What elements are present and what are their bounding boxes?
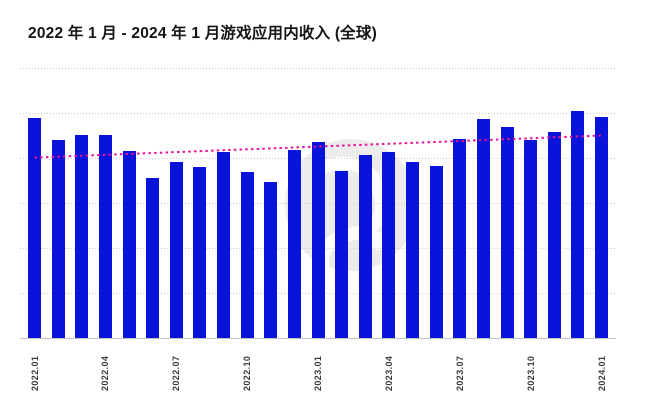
bar-2022.09[interactable] (217, 151, 230, 338)
bar-2023.02[interactable] (335, 170, 349, 338)
x-axis-label-2022.10: 2022.10 (242, 355, 253, 391)
bar-2022.02[interactable] (51, 140, 65, 338)
trend-line (34, 134, 602, 159)
bar-2022.01[interactable] (28, 117, 41, 338)
chart-title: 2022 年 1 月 - 2024 年 1 月游戏应用内收入 (全球) (28, 25, 377, 42)
x-axis-label-2022.07: 2022.07 (171, 355, 182, 391)
bar-series (20, 68, 616, 339)
x-axis-labels: 2022.01 2022.04 2022.07 2022.10 2023.01 2023.… (20, 345, 616, 400)
bar-2022.12[interactable] (287, 149, 301, 338)
bar-2022.05[interactable] (122, 150, 136, 338)
bar-2023.12[interactable] (571, 110, 585, 338)
bar-2023.01[interactable] (311, 142, 325, 338)
x-axis-label-2023.01: 2023.01 (313, 355, 323, 391)
bar-2023.07[interactable] (453, 139, 467, 338)
gridline (20, 68, 616, 69)
gridline (20, 113, 616, 114)
bar-2023.10[interactable] (524, 139, 538, 338)
x-axis-label-2024.01: 2024.01 (596, 355, 607, 391)
bar-2022.07[interactable] (169, 162, 183, 338)
bar-2023.11[interactable] (547, 132, 561, 338)
x-axis-line (20, 338, 616, 339)
x-axis-label-2022.04: 2022.04 (100, 355, 111, 391)
bar-2023.08[interactable] (476, 119, 490, 338)
bar-2022.04[interactable] (98, 135, 112, 338)
x-axis-label-2023.10: 2023.10 (525, 355, 536, 391)
bar-2024.01[interactable] (595, 117, 608, 338)
bar-2023.06[interactable] (429, 165, 443, 338)
bar-2022.03[interactable] (75, 135, 89, 338)
bar-2023.04[interactable] (382, 151, 396, 338)
x-axis-label-2022.01: 2022.01 (29, 355, 40, 391)
bar-2023.03[interactable] (358, 154, 372, 338)
bar-2023.05[interactable] (406, 162, 419, 338)
bar-2023.09[interactable] (500, 127, 514, 338)
bar-2022.06[interactable] (146, 178, 160, 338)
bar-2022.10[interactable] (240, 172, 254, 338)
bar-2022.11[interactable] (264, 181, 278, 338)
bar-2022.08[interactable] (193, 166, 207, 338)
x-axis-label-2023.07: 2023.07 (454, 355, 465, 391)
x-axis-label-2023.04: 2023.04 (383, 355, 394, 391)
plot-area (20, 68, 616, 339)
